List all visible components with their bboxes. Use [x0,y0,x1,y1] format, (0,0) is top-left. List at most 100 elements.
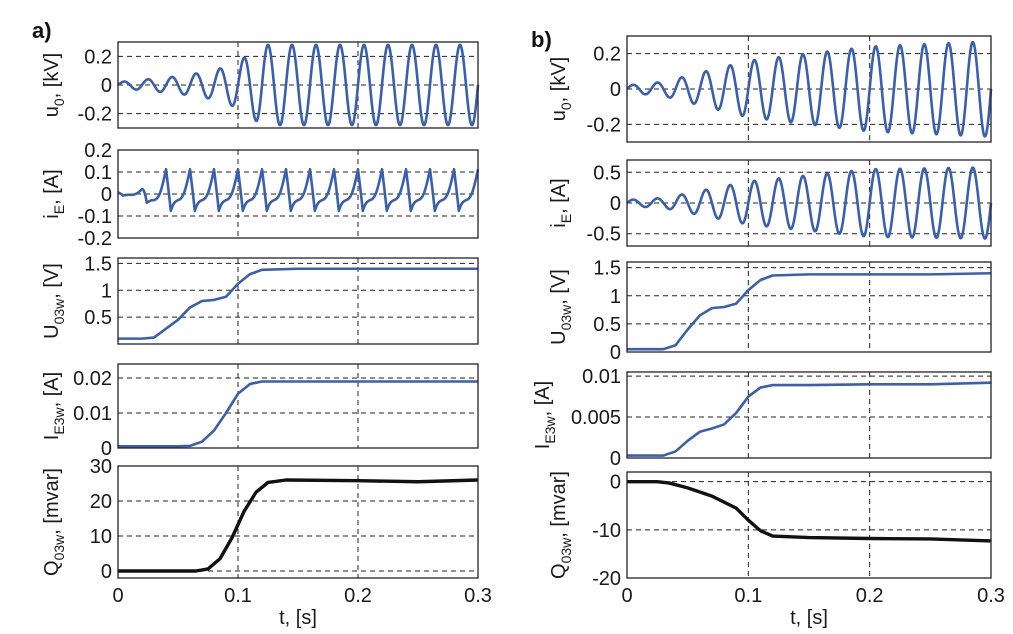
axes-frame [626,35,992,143]
y-tick-label: 0.01 [73,403,112,425]
series-line [626,40,993,138]
x-tick-label: 0.3 [977,585,1005,607]
panel-label-b: b) [531,27,552,52]
subplot-6: -0.200.2u0, [kV] [548,35,993,143]
y-tick-label: 0.2 [593,44,621,66]
subplot-1: -0.200.2u0, [kV] [41,41,480,129]
y-axis-label: Q03w, [mvar] [41,468,67,576]
y-tick-label: 1.5 [84,253,112,275]
y-tick-label: 0.01 [582,366,621,388]
x-tick-label: 0.2 [856,585,884,607]
x-axis-label: t, [s] [279,607,317,629]
axes-frame [626,261,992,353]
y-tick-label: 0.02 [73,368,112,390]
axes-frame [117,149,479,239]
series-line [117,43,480,127]
y-tick-label: 20 [90,491,112,513]
y-tick-label: 0 [101,438,112,460]
y-label-main: U [548,330,570,344]
axes-frame [117,363,479,449]
y-label-main: I [532,444,554,450]
series-line [626,166,993,240]
y-axis-label: IE3w, [A] [41,372,67,440]
y-label-unit: , [kV] [548,57,570,103]
y-tick-label: -0.2 [78,228,112,250]
y-tick-label: 1.5 [593,258,621,280]
y-label-subscript: 03w [558,537,574,564]
y-tick-label: 0.2 [84,46,112,68]
y-tick-label: 0.5 [593,314,621,336]
y-label-subscript: 0 [51,98,67,106]
axes-frame [626,471,992,579]
y-axis-label: U03w, [V] [41,263,67,339]
y-tick-label: -10 [592,520,621,542]
y-label-subscript: 03w [51,298,67,325]
y-tick-label: 30 [90,456,112,478]
y-label-unit: , [A] [548,178,570,214]
y-axis-label: u0, [kV] [548,57,574,122]
series-line [118,380,478,448]
x-tick-label: 0.3 [464,585,492,607]
subplot-10: -20 -10 0 0 0.1 0.2 0.3 t, [s] Q03w, [mvar] [548,471,1005,629]
y-label-main: U [41,324,63,338]
y-label-unit: , [V] [548,269,570,305]
series-line [627,381,992,457]
y-label-subscript: E [51,205,67,214]
y-tick-label: 0 [610,472,621,494]
y-label-unit: , [kV] [41,53,63,99]
y-tick-label: 1 [101,280,112,302]
panel-label-a: a) [32,18,52,43]
y-axis-label: Q03w, [mvar] [548,471,574,579]
y-tick-label: 0.1 [84,162,112,184]
y-label-main: i [548,223,570,227]
y-tick-label: -0.1 [78,206,112,228]
y-label-unit: , [A] [41,169,63,205]
y-tick-label: 0.2 [84,140,112,162]
x-tick-label: 0.2 [344,585,372,607]
y-label-subscript: E3w [542,416,558,444]
x-tick-label: 0 [621,585,632,607]
series-line [627,479,992,543]
y-tick-label: -0.2 [78,104,112,126]
axes-frame [626,159,992,247]
y-label-subscript: 0 [558,102,574,110]
y-tick-label: 0 [610,342,621,364]
y-label-subscript: E3w [51,407,67,435]
y-label-main: Q [548,563,570,579]
y-label-subscript: 03w [558,304,574,331]
subplot-2: -0.2-0.100.10.2 iE, [A] [41,140,480,250]
subplot-4: 0 0.01 0.02 IE3w, [A] [41,363,479,460]
y-axis-label: iE, [A] [41,169,67,218]
y-label-main: u [41,106,63,117]
series-line [118,267,478,340]
y-label-main: Q [41,560,63,576]
axes-frame [117,257,479,345]
y-tick-label: 0.005 [571,407,621,429]
y-tick-label: 0 [610,79,621,101]
y-tick-label: 0 [101,561,112,583]
subplot-3: 0.5 1 1.5 U03w, [V] [41,253,479,345]
y-label-main: u [548,110,570,121]
x-tick-label: 0 [112,585,123,607]
y-axis-label: U03w, [V] [548,269,574,345]
y-tick-label: 0.5 [593,162,621,184]
y-tick-label: 0 [610,448,621,470]
axes-frame [117,465,479,579]
y-tick-label: 0 [610,193,621,215]
y-tick-label: -0.2 [587,114,621,136]
y-label-unit: , [A] [41,372,63,408]
subplot-5: 0 10 20 30 0 0.1 0.2 0.3 t, [s] Q03w, [mvar] [41,456,492,629]
y-tick-label: -0.5 [587,224,621,246]
axes-frame [626,371,992,459]
y-label-subscript: 03w [51,534,67,561]
subplot-grid: -0.200.2u0, [kV]-0.2-0.100.10.2iE, [A]0.… [41,35,1005,629]
y-label-unit: , [V] [41,263,63,299]
series-line [118,478,479,573]
y-tick-label: 1 [610,286,621,308]
subplot-9: 0 0.005 0.01 IE3w, [A] [532,366,992,470]
axes-frame [117,41,479,129]
y-tick-label: -20 [592,568,621,590]
x-tick-label: 0.1 [224,585,252,607]
series-line [117,167,480,213]
